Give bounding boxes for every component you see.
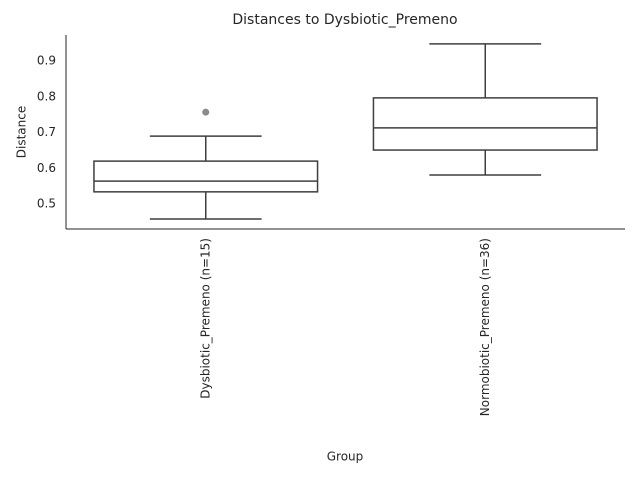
outlier — [202, 108, 210, 116]
y-axis-label: Distance — [15, 106, 29, 158]
box — [93, 160, 319, 193]
y-tick-label: 0.6 — [37, 161, 56, 175]
box — [372, 97, 598, 151]
chart-title: Distances to Dysbiotic_Premeno — [232, 12, 457, 28]
y-tick-label: 0.8 — [37, 89, 56, 103]
x-tick-label: Normobiotic_Premeno (n=36) — [478, 238, 492, 416]
x-tick-label: Dysbiotic_Premeno (n=15) — [198, 238, 212, 399]
x-axis-label: Group — [327, 450, 364, 464]
y-tick-label: 0.9 — [37, 54, 56, 68]
y-tick-label: 0.5 — [37, 196, 56, 210]
y-tick-label: 0.7 — [37, 125, 56, 139]
